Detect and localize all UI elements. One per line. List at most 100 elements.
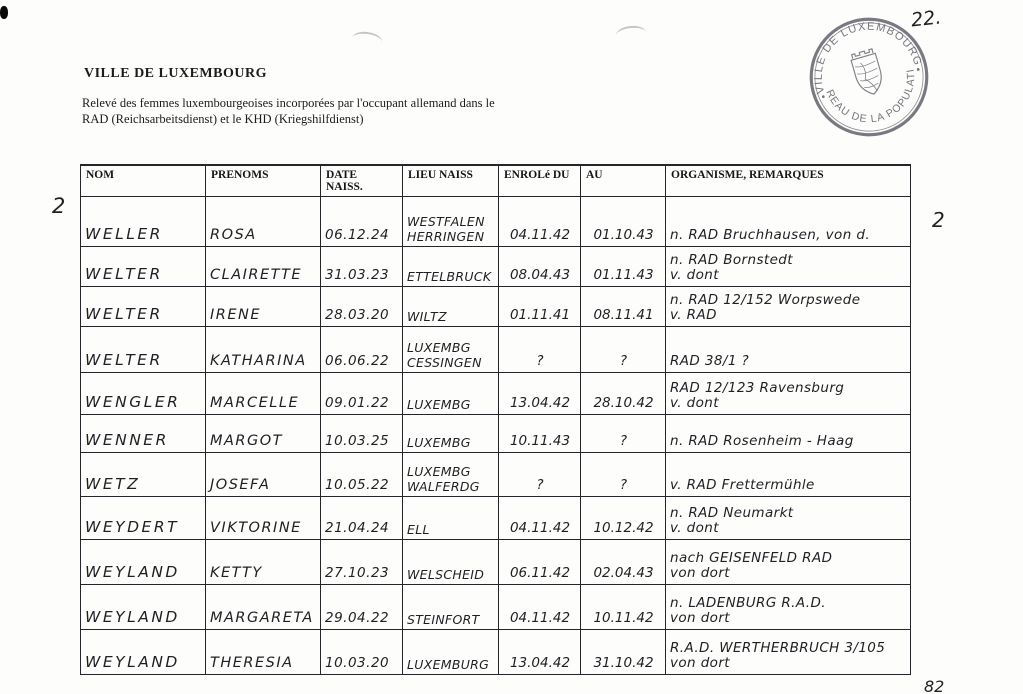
table-row: WEYDERT VIKTORINE 21.04.24 ELL 04.11.42 … xyxy=(80,496,911,540)
table-row: WELTER KATHARINA 06.06.22 LUXEMBG CESSIN… xyxy=(80,326,911,373)
cell-nom: WEYLAND xyxy=(80,584,206,630)
cell-enrole-du: 01.11.41 xyxy=(498,286,581,327)
cell-prenoms: MARCELLE xyxy=(205,372,321,415)
cell-lieu-naiss: ELL xyxy=(402,496,499,540)
cell-remarques: RAD 12/123 Ravensburg v. dont xyxy=(665,372,911,415)
cell-nom: WELTER xyxy=(80,326,206,373)
cell-lieu-naiss: STEINFORT xyxy=(402,584,499,630)
cell-date-naiss: 10.03.25 xyxy=(320,414,403,453)
cell-remarques: RAD 38/1 ? xyxy=(665,326,911,373)
cell-nom: WENNER xyxy=(80,414,206,453)
stamp-coat-of-arms-icon xyxy=(850,48,882,95)
cell-enrole-du: 10.11.43 xyxy=(498,414,581,453)
cell-remarques: n. RAD 12/152 Worpswede v. RAD xyxy=(665,286,911,327)
cell-enrole-du: 13.04.42 xyxy=(498,629,581,675)
cell-lieu-naiss: WILTZ xyxy=(402,286,499,327)
cell-enrole-du: ? xyxy=(498,326,581,373)
cell-nom: WELLER xyxy=(80,196,206,247)
cell-prenoms: KETTY xyxy=(205,539,321,585)
cell-nom: WELTER xyxy=(80,286,206,327)
col-header-nom: NOM xyxy=(80,164,206,197)
cell-au: 02.04.43 xyxy=(580,539,666,585)
table-row: WELTER IRENE 28.03.20 WILTZ 01.11.41 08.… xyxy=(80,286,911,327)
cell-enrole-du: 04.11.42 xyxy=(498,584,581,630)
cell-nom: WEYDERT xyxy=(80,496,206,540)
cell-au: 10.11.42 xyxy=(580,584,666,630)
cell-remarques: n. LADENBURG R.A.D. von dort xyxy=(665,584,911,630)
col-header-lieu-naiss: LIEU NAISS xyxy=(402,164,499,197)
cell-enrole-du: 06.11.42 xyxy=(498,539,581,585)
col-header-au: AU xyxy=(580,164,666,197)
table-header: NOM PRENOMS DATE NAISS. LIEU NAISS ENROL… xyxy=(80,164,911,197)
cell-au: 28.10.42 xyxy=(580,372,666,415)
cell-enrole-du: 04.11.42 xyxy=(498,196,581,247)
cell-date-naiss: 10.03.20 xyxy=(320,629,403,675)
table-row: WENGLER MARCELLE 09.01.22 LUXEMBG 13.04.… xyxy=(80,372,911,415)
cell-lieu-naiss: ETTELBRUCK xyxy=(402,246,499,287)
cell-lieu-naiss: LUXEMBURG xyxy=(402,629,499,675)
cell-prenoms: IRENE xyxy=(205,286,321,327)
cell-nom: WEYLAND xyxy=(80,629,206,675)
cell-au: 01.10.43 xyxy=(580,196,666,247)
register-table: NOM PRENOMS DATE NAISS. LIEU NAISS ENROL… xyxy=(80,164,911,675)
handwritten-bottom-note: 82 xyxy=(924,677,945,694)
cell-date-naiss: 06.12.24 xyxy=(320,196,403,247)
cell-au: 10.12.42 xyxy=(580,496,666,540)
scan-artifact xyxy=(351,29,383,51)
cell-remarques: n. RAD Bruchhausen, von d. xyxy=(665,196,911,247)
cell-au: 01.11.43 xyxy=(580,246,666,287)
col-header-organisme: ORGANISME, REMARQUES xyxy=(665,164,911,197)
document-subtitle: Relevé des femmes luxembourgeoises incor… xyxy=(82,96,495,126)
cell-prenoms: CLAIRETTE xyxy=(205,246,321,287)
cell-au: ? xyxy=(580,452,666,497)
cell-au: 08.11.41 xyxy=(580,286,666,327)
cell-date-naiss: 29.04.22 xyxy=(320,584,403,630)
cell-enrole-du: ? xyxy=(498,452,581,497)
cell-prenoms: MARGARETA xyxy=(205,584,321,630)
cell-prenoms: KATHARINA xyxy=(205,326,321,373)
cell-lieu-naiss: LUXEMBG WALFERDG xyxy=(402,452,499,497)
cell-date-naiss: 21.04.24 xyxy=(320,496,403,540)
cell-lieu-naiss: WELSCHEID xyxy=(402,539,499,585)
table-row: WENNER MARGOT 10.03.25 LUXEMBG 10.11.43 … xyxy=(80,414,911,453)
cell-nom: WENGLER xyxy=(80,372,206,415)
col-header-date-naiss: DATE NAISS. xyxy=(320,164,403,197)
cell-lieu-naiss: LUXEMBG xyxy=(402,414,499,453)
col-header-enrole-du: ENROLé DU xyxy=(498,164,581,197)
scan-artifact xyxy=(615,24,647,44)
cell-prenoms: ROSA xyxy=(205,196,321,247)
cell-remarques: n. RAD Bornstedt v. dont xyxy=(665,246,911,287)
cell-nom: WETZ xyxy=(80,452,206,497)
table-row: WEYLAND THERESIA 10.03.20 LUXEMBURG 13.0… xyxy=(80,629,911,675)
table-row: WETZ JOSEFA 10.05.22 LUXEMBG WALFERDG ? … xyxy=(80,452,911,497)
cell-remarques: v. RAD Frettermühle xyxy=(665,452,911,497)
cell-nom: WELTER xyxy=(80,246,206,287)
cell-date-naiss: 06.06.22 xyxy=(320,326,403,373)
cell-au: 31.10.42 xyxy=(580,629,666,675)
cell-date-naiss: 31.03.23 xyxy=(320,246,403,287)
cell-date-naiss: 27.10.23 xyxy=(320,539,403,585)
cell-remarques: n. RAD Rosenheim - Haag xyxy=(665,414,911,453)
cell-remarques: nach GEISENFELD RAD von dort xyxy=(665,539,911,585)
cell-remarques: n. RAD Neumarkt v. dont xyxy=(665,496,911,540)
document-title: VILLE DE LUXEMBOURG xyxy=(84,66,267,81)
cell-prenoms: JOSEFA xyxy=(205,452,321,497)
handwritten-margin-note: 2 xyxy=(932,208,945,232)
header-row: NOM PRENOMS DATE NAISS. LIEU NAISS ENROL… xyxy=(80,164,911,197)
cell-prenoms: THERESIA xyxy=(205,629,321,675)
cell-au: ? xyxy=(580,414,666,453)
cell-enrole-du: 04.11.42 xyxy=(498,496,581,540)
cell-lieu-naiss: LUXEMBG CESSINGEN xyxy=(402,326,499,373)
cell-remarques: R.A.D. WERTHERBRUCH 3/105 von dort xyxy=(665,629,911,675)
scan-artifact xyxy=(0,6,8,19)
cell-date-naiss: 09.01.22 xyxy=(320,372,403,415)
handwritten-margin-note: 2 xyxy=(52,194,66,218)
col-header-prenoms: PRENOMS xyxy=(205,164,321,197)
table-row: WELTER CLAIRETTE 31.03.23 ETTELBRUCK 08.… xyxy=(80,246,911,287)
cell-enrole-du: 08.04.43 xyxy=(498,246,581,287)
cell-prenoms: MARGOT xyxy=(205,414,321,453)
cell-lieu-naiss: WESTFALEN HERRINGEN xyxy=(402,196,499,247)
cell-au: ? xyxy=(580,326,666,373)
table-row: WEYLAND KETTY 27.10.23 WELSCHEID 06.11.4… xyxy=(80,539,911,585)
